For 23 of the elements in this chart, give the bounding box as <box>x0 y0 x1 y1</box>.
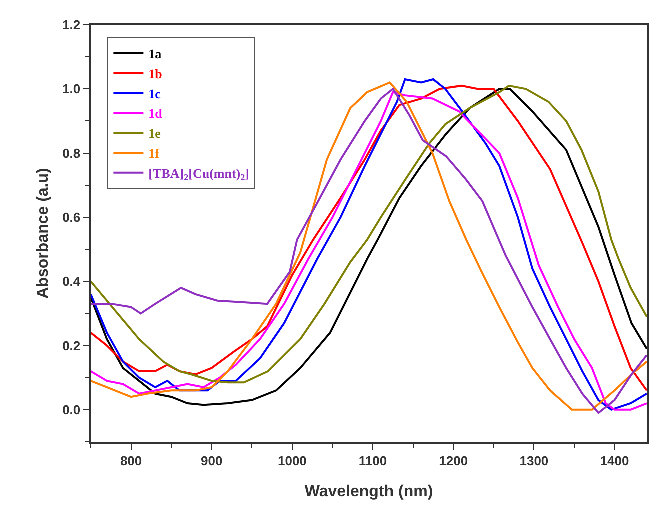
legend-label: 1a <box>148 46 162 62</box>
x-tick-label: 1300 <box>520 453 549 468</box>
x-tick-label: 1100 <box>358 453 388 468</box>
x-tick-label: 900 <box>201 453 223 468</box>
legend-label: 1c <box>148 86 162 102</box>
legend-label: 1e <box>148 126 162 142</box>
x-tick-label: 800 <box>120 453 142 468</box>
legend-label: 1f <box>148 146 160 162</box>
legend-label: 1d <box>148 106 164 122</box>
y-tick-label: 1.0 <box>62 82 81 97</box>
x-axis-title: Wavelength (nm) <box>304 484 434 501</box>
y-tick-label: 0.6 <box>62 210 81 226</box>
x-tick-label: 1200 <box>439 453 468 468</box>
y-tick-label: 0.0 <box>62 402 81 418</box>
y-axis-title: Absorbance (a.u) <box>34 168 52 299</box>
y-tick-label: 0.8 <box>62 146 81 161</box>
x-tick-label: 1000 <box>278 453 307 468</box>
y-tick-label: 1.2 <box>62 18 81 33</box>
legend-label: [TBA]$_{2}$[Cu(mnt)$_{2}$] <box>148 166 250 183</box>
y-tick-label: 0.4 <box>62 274 82 290</box>
x-tick-label: 1400 <box>600 453 630 468</box>
legend-label: 1b <box>148 66 162 82</box>
y-tick-label: 0.2 <box>62 338 81 354</box>
